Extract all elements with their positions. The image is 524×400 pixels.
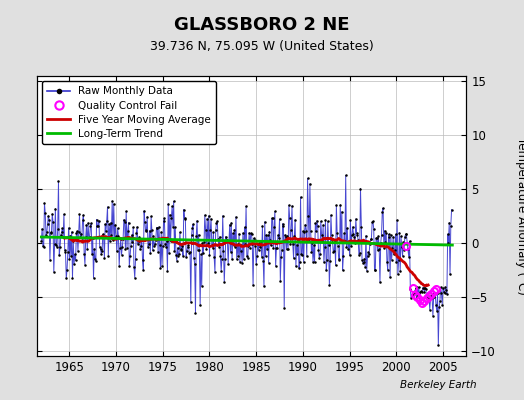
Text: 39.736 N, 75.095 W (United States): 39.736 N, 75.095 W (United States) [150,40,374,53]
Text: Berkeley Earth: Berkeley Earth [400,380,477,390]
Legend: Raw Monthly Data, Quality Control Fail, Five Year Moving Average, Long-Term Tren: Raw Monthly Data, Quality Control Fail, … [42,81,216,144]
Text: GLASSBORO 2 NE: GLASSBORO 2 NE [174,16,350,34]
Y-axis label: Temperature Anomaly (°C): Temperature Anomaly (°C) [516,137,524,295]
